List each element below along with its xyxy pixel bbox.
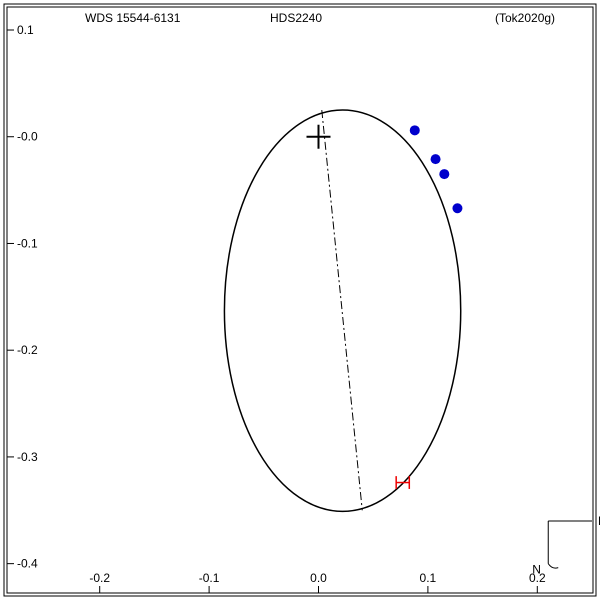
y-tick-label: -0.0: [17, 130, 38, 144]
outer-border: [4, 4, 596, 596]
title-right: (Tok2020g): [495, 11, 555, 25]
y-tick-label: 0.1: [17, 23, 34, 37]
compass-n-label: N: [532, 563, 541, 577]
y-tick-label: -0.4: [17, 557, 38, 571]
chart-container: WDS 15544-6131 HDS2240 (Tok2020g) -0.2 -0.1 0…: [0, 0, 600, 600]
orbit-chart: WDS 15544-6131 HDS2240 (Tok2020g) -0.2 -0.1 0…: [0, 0, 600, 600]
title-center: HDS2240: [270, 11, 322, 25]
line-of-nodes: [322, 110, 362, 510]
observation-point: [452, 203, 462, 213]
compass-n-curve: [548, 564, 558, 569]
title-left: WDS 15544-6131: [85, 11, 181, 25]
x-tick-label: 0.0: [310, 571, 327, 585]
x-tick-label: -0.2: [89, 571, 110, 585]
orbit-ellipse: [224, 110, 460, 511]
y-tick-label: -0.1: [17, 236, 38, 250]
observation-point: [431, 154, 441, 164]
x-tick-label: -0.1: [199, 571, 220, 585]
observation-point: [410, 125, 420, 135]
x-tick-label: 0.1: [420, 571, 437, 585]
y-tick-label: -0.3: [17, 450, 38, 464]
observation-point: [439, 169, 449, 179]
y-tick-label: -0.2: [17, 343, 38, 357]
inner-border: [7, 7, 593, 593]
